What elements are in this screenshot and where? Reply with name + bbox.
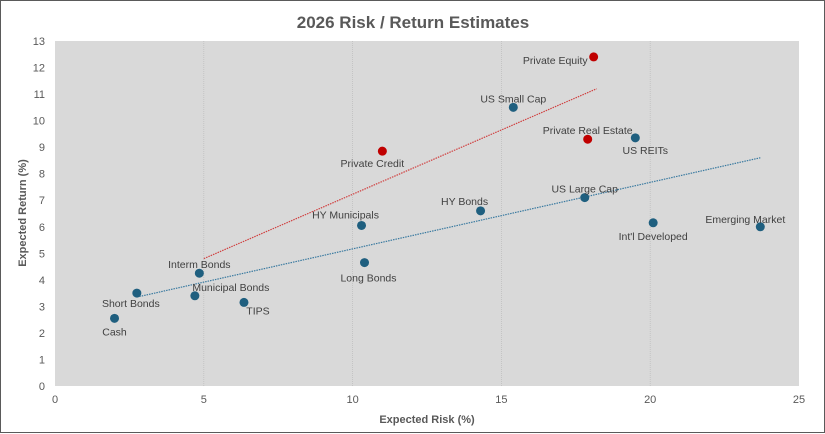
- x-tick-label: 5: [201, 394, 207, 406]
- data-label: HY Municipals: [312, 209, 379, 221]
- x-tick-label: 20: [644, 394, 656, 406]
- y-tick-label: 0: [39, 381, 45, 393]
- data-point: [508, 102, 518, 112]
- data-label: US Small Cap: [480, 93, 546, 105]
- data-label: US REITs: [623, 145, 669, 157]
- y-tick-label: 10: [33, 116, 45, 128]
- x-tick-label: 25: [793, 394, 805, 406]
- y-axis-title: Expected Return (%): [17, 159, 29, 267]
- data-label: HY Bonds: [441, 196, 488, 208]
- data-point: [190, 291, 200, 301]
- data-point: [583, 134, 593, 144]
- x-axis-title: Expected Risk (%): [379, 414, 475, 426]
- data-label: Cash: [102, 326, 127, 338]
- x-tick-label: 15: [495, 394, 507, 406]
- data-point: [648, 218, 658, 228]
- y-tick-label: 13: [33, 36, 45, 48]
- x-tick-label: 10: [346, 394, 358, 406]
- y-tick-label: 8: [39, 169, 45, 181]
- data-point: [360, 258, 370, 268]
- data-point: [630, 133, 640, 143]
- data-point: [132, 288, 142, 298]
- data-point: [755, 222, 765, 232]
- data-label: Long Bonds: [340, 273, 396, 285]
- data-point: [377, 146, 387, 156]
- data-label: Emerging Market: [705, 214, 785, 226]
- data-point: [194, 268, 204, 278]
- y-tick-label: 2: [39, 328, 45, 340]
- y-tick-label: 5: [39, 248, 45, 260]
- data-label: Private Real Estate: [543, 125, 633, 137]
- data-point: [580, 193, 590, 203]
- data-label: US Large Cap: [551, 184, 618, 196]
- data-label: Interm Bonds: [168, 259, 230, 271]
- data-label: Municipal Bonds: [192, 282, 269, 294]
- public-trend-line: [136, 157, 761, 298]
- private-trend-line: [203, 88, 597, 260]
- data-label: Short Bonds: [102, 298, 160, 310]
- data-point: [239, 297, 249, 307]
- x-tick-label: 0: [52, 394, 58, 406]
- data-label: Private Credit: [341, 158, 405, 170]
- y-tick-label: 6: [39, 222, 45, 234]
- y-tick-label: 4: [39, 275, 45, 287]
- y-tick-label: 11: [34, 89, 45, 101]
- chart-title: 2026 Risk / Return Estimates: [297, 13, 529, 32]
- y-tick-label: 3: [39, 301, 45, 313]
- data-point: [476, 206, 486, 216]
- data-point: [110, 313, 120, 323]
- y-tick-label: 7: [39, 195, 45, 207]
- data-label: Private Equity: [523, 55, 589, 67]
- y-tick-label: 9: [39, 142, 45, 154]
- plot-area: [55, 41, 799, 386]
- y-tick-label: 12: [33, 63, 45, 75]
- data-label: Int'l Developed: [619, 231, 688, 243]
- data-point: [357, 220, 367, 230]
- data-point: [589, 52, 599, 62]
- y-tick-label: 1: [39, 354, 45, 366]
- data-label: TIPS: [246, 305, 269, 317]
